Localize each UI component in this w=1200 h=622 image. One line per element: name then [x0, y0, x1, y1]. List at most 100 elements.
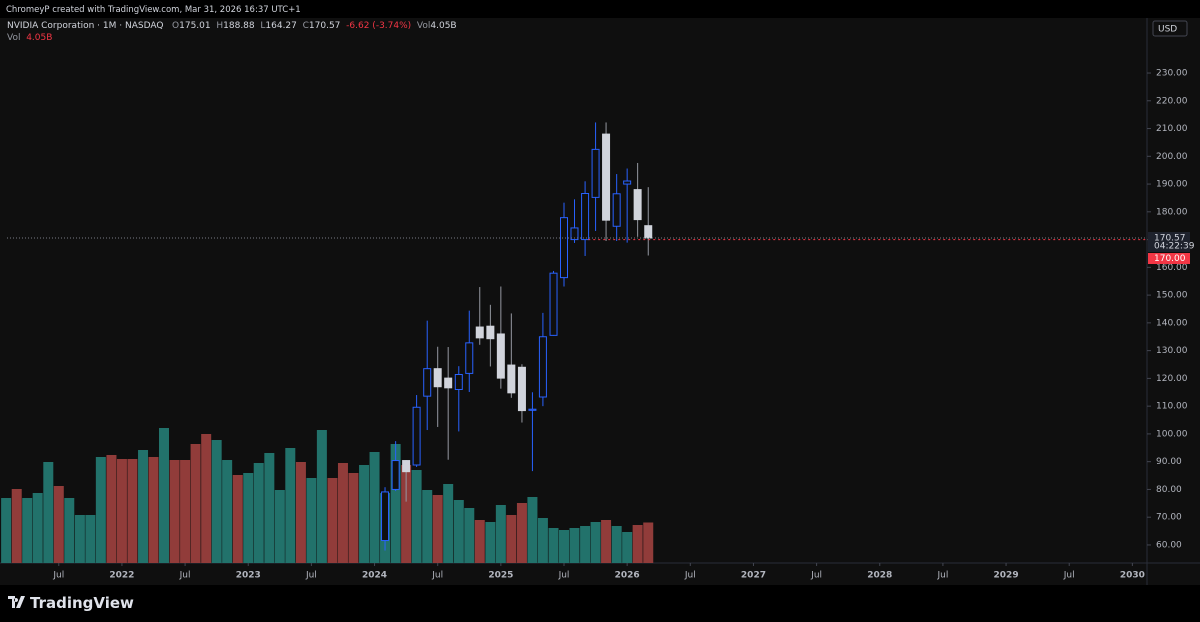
volume-bar [337, 463, 348, 563]
volume-bar [53, 486, 64, 563]
x-tick-label: 2024 [362, 571, 387, 581]
volume-bar [32, 493, 43, 563]
y-tick-label: 120.00 [1156, 374, 1188, 384]
candle-body [496, 333, 505, 379]
volume-bar [180, 460, 191, 563]
volume-bar [169, 460, 180, 563]
candle-body [423, 368, 432, 397]
x-tick-label: 2030 [1120, 571, 1145, 581]
candle-body [433, 368, 442, 388]
volume-bar [1, 498, 12, 563]
x-tick-label: 2029 [994, 571, 1019, 581]
candle-body [633, 189, 642, 221]
volume-bar [643, 522, 654, 563]
x-tick-label: 2026 [615, 571, 640, 581]
volume-bar [422, 490, 433, 563]
volume-bar [516, 503, 527, 563]
candle-body [581, 193, 590, 241]
x-tick-label: Jul [684, 571, 696, 581]
volume-bar [327, 478, 338, 563]
volume-bar [632, 525, 643, 563]
y-tick-label: 80.00 [1156, 485, 1182, 495]
volume-bar [158, 428, 169, 563]
candle-body [560, 217, 569, 279]
close-value: 170.57 [308, 21, 341, 31]
x-tick-label: 2028 [867, 571, 892, 581]
low-value: 164.27 [265, 21, 297, 31]
y-tick-label: 140.00 [1156, 318, 1188, 328]
y-tick-label: 70.00 [1156, 513, 1182, 523]
x-tick-label: Jul [52, 571, 64, 581]
candle-body [602, 133, 611, 221]
volume-bar [369, 452, 380, 563]
candle-body [549, 272, 558, 336]
volume-bar [74, 515, 85, 563]
candle-body [454, 374, 463, 390]
volume-bar [569, 528, 580, 563]
volume-bar [116, 459, 127, 563]
volume-bar [127, 459, 138, 563]
volume-bar [464, 508, 475, 563]
candle-body [644, 225, 653, 239]
alert-box [1148, 253, 1190, 265]
currency-box[interactable] [1152, 20, 1188, 37]
y-tick-label: 60.00 [1156, 540, 1182, 550]
volume-bar [253, 463, 264, 563]
y-tick-label: 130.00 [1156, 346, 1188, 356]
last-price-label: 170.57 [1154, 234, 1186, 244]
volume-bar [190, 444, 201, 563]
volume-bar [411, 470, 422, 563]
candle-body [591, 148, 600, 198]
y-tick-label: 110.00 [1156, 402, 1188, 412]
volume-bar [95, 457, 106, 563]
volume-label: Vol [416, 21, 431, 31]
volume-bar [359, 465, 370, 563]
candle-body [391, 460, 400, 490]
y-tick-label: 210.00 [1156, 124, 1188, 134]
volume-bar [43, 462, 54, 563]
x-tick-label: 2027 [741, 571, 766, 581]
y-tick-label: 160.00 [1156, 263, 1188, 273]
y-tick-label: 150.00 [1156, 291, 1188, 301]
candle-body [538, 336, 547, 398]
y-tick-label: 90.00 [1156, 457, 1182, 467]
symbol-row: NVIDIA Corporation · 1M · NASDAQ O175.01… [7, 20, 457, 32]
volume-bar [548, 528, 559, 563]
countdown: 04:22:39 [1154, 242, 1195, 252]
x-tick-label: 2022 [109, 571, 134, 581]
low-label: L [260, 21, 266, 31]
y-tick-label: 180.00 [1156, 207, 1188, 217]
volume-row: Vol 4.05B [7, 32, 457, 44]
volume-bar [390, 444, 401, 563]
volume-bar [285, 448, 296, 563]
close-label: C [302, 21, 309, 31]
candle-body [528, 408, 537, 411]
change: -6.62 (-3.74%) [346, 21, 412, 31]
chart-background [0, 18, 1200, 585]
x-tick-label: 2023 [236, 571, 261, 581]
credit: ChromeyP created with TradingView.com, M… [6, 5, 301, 15]
volume-bar [485, 522, 496, 563]
currency-label: USD [1158, 25, 1177, 35]
candle-body [486, 325, 495, 340]
volume-bar [611, 526, 622, 563]
volume-bar [495, 505, 506, 563]
legend: NVIDIA Corporation · 1M · NASDAQ O175.01… [7, 20, 457, 44]
volume-bar [11, 489, 22, 563]
volume-bar [222, 460, 233, 563]
volume-bar [316, 430, 327, 563]
volume-value: 4.05B [26, 33, 53, 43]
volume-bar [201, 434, 212, 563]
x-tick-label: Jul [558, 571, 570, 581]
x-tick-label: Jul [810, 571, 822, 581]
volume-bar [622, 532, 633, 563]
candle-body [412, 406, 421, 466]
candle-body [465, 342, 474, 374]
high-label: H [216, 21, 224, 31]
volume-bar [306, 478, 317, 563]
high-value: 188.88 [223, 21, 255, 31]
volume-bar [22, 498, 33, 563]
volume-bar [590, 522, 601, 563]
